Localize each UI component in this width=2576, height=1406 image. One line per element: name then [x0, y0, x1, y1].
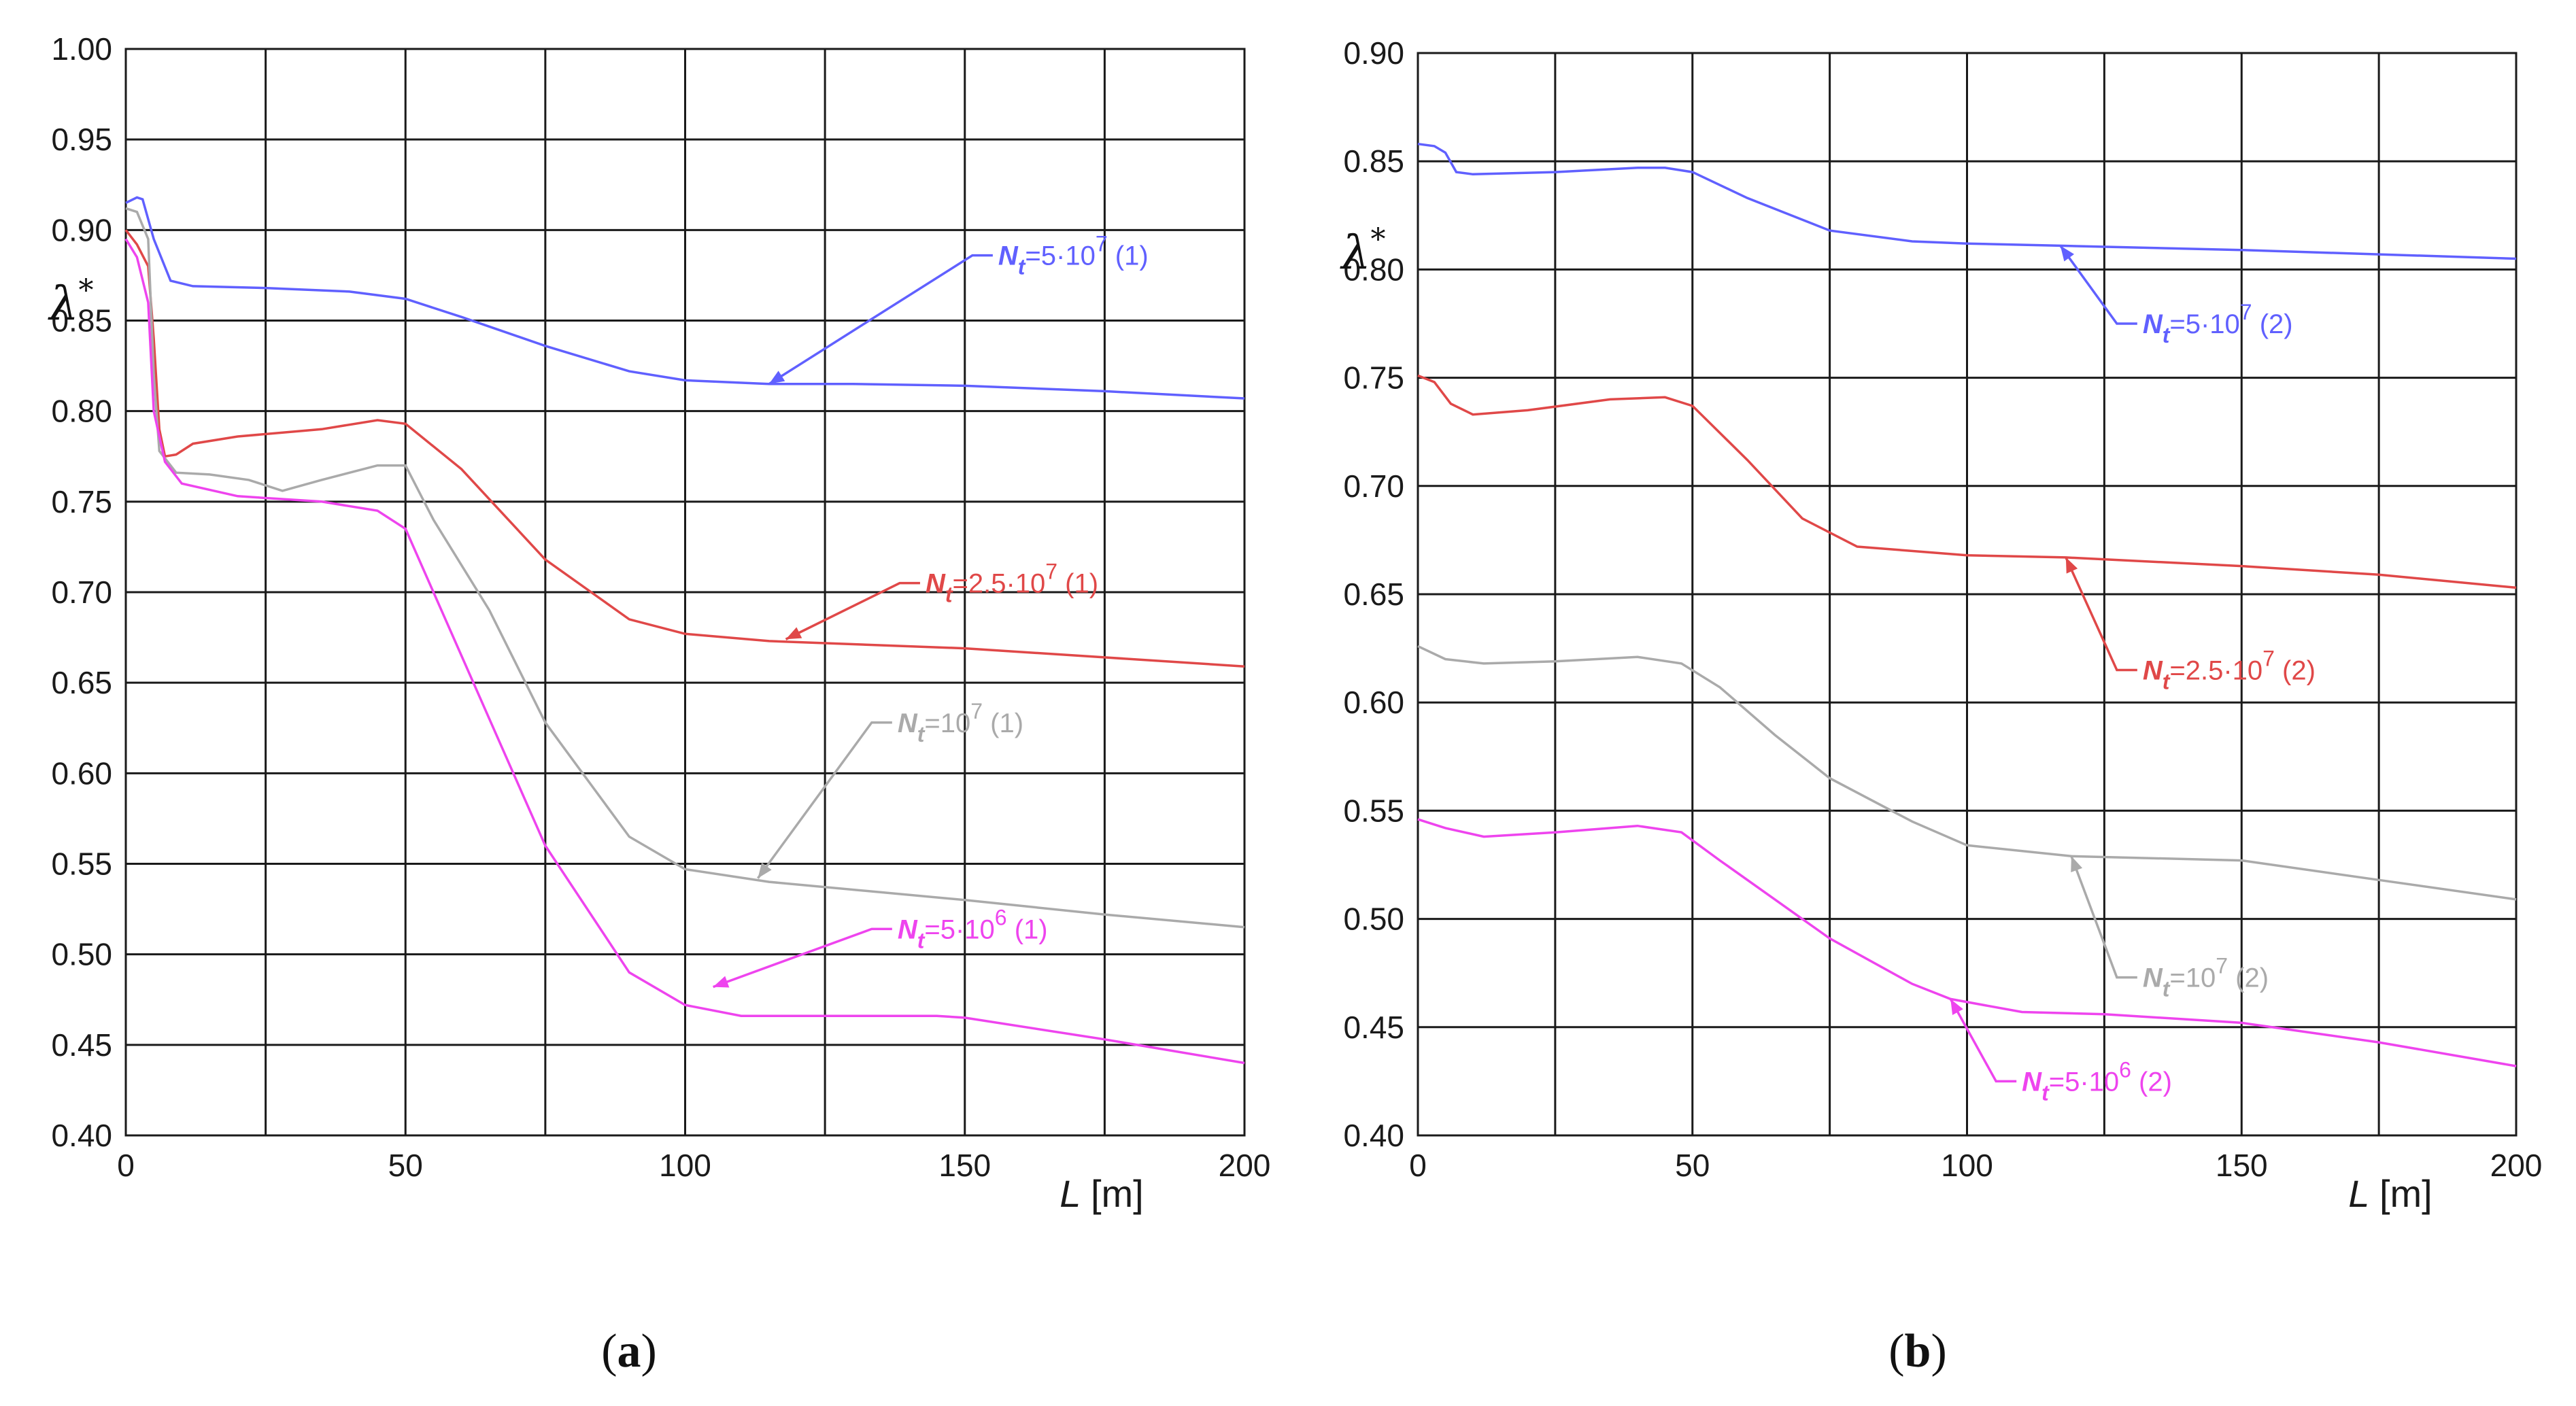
x-tick-label: 150 [938, 1148, 991, 1183]
x-tick-label: 100 [659, 1148, 711, 1183]
x-tick-label: 100 [1941, 1148, 1993, 1183]
x-tick-label: 0 [1409, 1148, 1427, 1183]
series-line-a-2 [125, 207, 1245, 929]
series-line-b-1 [1417, 374, 2517, 589]
annotation-arrowhead [785, 627, 802, 640]
y-tick-label: 0.70 [1343, 468, 1404, 504]
y-tick-label: 0.40 [51, 1118, 112, 1153]
series-line-b-2 [1417, 645, 2517, 901]
panel-label: (b) [1888, 1325, 1947, 1377]
y-tick-label: 0.50 [51, 937, 112, 972]
annotation-leader [713, 927, 892, 989]
y-tick-label: 0.65 [1343, 577, 1404, 612]
y-tick-label: 0.45 [51, 1027, 112, 1063]
y-tick-label: 0.55 [51, 846, 112, 882]
y-tick-label: 0.45 [1343, 1010, 1404, 1045]
annotation-leader [2059, 245, 2137, 325]
y-tick-label: 0.50 [1343, 902, 1404, 937]
x-axis-label: L [m] [2348, 1172, 2432, 1215]
series-annotation-label: Nt=5·106 (1) [898, 905, 1048, 953]
x-tick-label: 50 [388, 1148, 423, 1183]
y-tick-label: 0.60 [1343, 685, 1404, 720]
y-tick-label: 0.90 [1343, 35, 1404, 71]
series-line-b-3 [1417, 818, 2517, 1067]
chart-panel-b: 0.40 0.45 0.50 0.55 0.60 0.65 0.70 0.75 0.80 0.85… [1339, 35, 2542, 1377]
y-tick-label: 0.40 [1343, 1118, 1404, 1153]
annotation-arrowhead [1950, 999, 1963, 1016]
annotation-leader [757, 721, 892, 879]
x-tick-label: 50 [1675, 1148, 1710, 1183]
annotation-arrowhead [713, 976, 730, 988]
y-axis-label: λ* [47, 273, 93, 331]
series-annotation-label: Nt=2.5·107 (2) [2143, 646, 2316, 693]
annotation-arrowhead [758, 862, 772, 878]
y-tick-label: 0.95 [51, 122, 112, 157]
series-annotation-label: Nt=107 (2) [2143, 954, 2269, 1001]
plot-frame [1417, 52, 2518, 1137]
annotation-arrowhead [2060, 245, 2074, 262]
y-tick-label: 0.80 [51, 394, 112, 429]
x-axis-label: L [m] [1060, 1172, 1143, 1215]
y-tick-label: 1.00 [51, 31, 112, 67]
series-line-a-3 [124, 238, 1245, 1065]
x-tick-label: 200 [1219, 1148, 1271, 1183]
y-tick-label: 0.85 [1343, 143, 1404, 179]
x-tick-label: 200 [2490, 1148, 2543, 1183]
series-annotation-label: Nt=5·107 (2) [2143, 300, 2293, 347]
series-line-a-0 [125, 196, 1245, 400]
series-annotation-label: Nt=5·106 (2) [2022, 1057, 2172, 1105]
y-tick-label: 0.65 [51, 665, 112, 700]
annotation-arrowhead [2065, 557, 2078, 574]
x-tick-label: 0 [117, 1148, 135, 1183]
series-annotation-label: Nt=5·107 (1) [998, 232, 1149, 279]
annotation-leader [768, 254, 993, 385]
y-tick-label: 0.90 [51, 212, 112, 247]
plot-frame [124, 48, 1246, 1137]
y-tick-label: 0.80 [1343, 252, 1404, 287]
annotation-leader [2070, 855, 2137, 979]
annotation-arrowhead [2071, 856, 2083, 873]
y-tick-label: 0.75 [1343, 360, 1404, 396]
chart-panel-a: 0.40 0.45 0.50 0.55 0.60 0.65 0.70 0.75 0.80 0.85… [47, 31, 1270, 1377]
y-tick-label: 0.60 [51, 755, 112, 791]
annotation-leader [2065, 557, 2137, 672]
panel-label: (a) [601, 1325, 657, 1377]
y-tick-label: 0.70 [51, 575, 112, 610]
annotation-leader [785, 581, 920, 640]
y-axis-label: λ* [1339, 222, 1385, 280]
y-tick-label: 0.55 [1343, 793, 1404, 828]
series-line-b-0 [1417, 142, 2517, 260]
series-line-a-1 [124, 229, 1245, 668]
y-tick-label: 0.75 [51, 484, 112, 519]
series-annotation-label: Nt=2.5·107 (1) [926, 560, 1098, 607]
y-tick-label: 0.85 [51, 303, 112, 339]
annotation-leader [1949, 998, 2017, 1083]
series-annotation-label: Nt=107 (1) [898, 699, 1023, 747]
annotation-arrowhead [768, 371, 785, 384]
x-tick-label: 150 [2216, 1148, 2268, 1183]
